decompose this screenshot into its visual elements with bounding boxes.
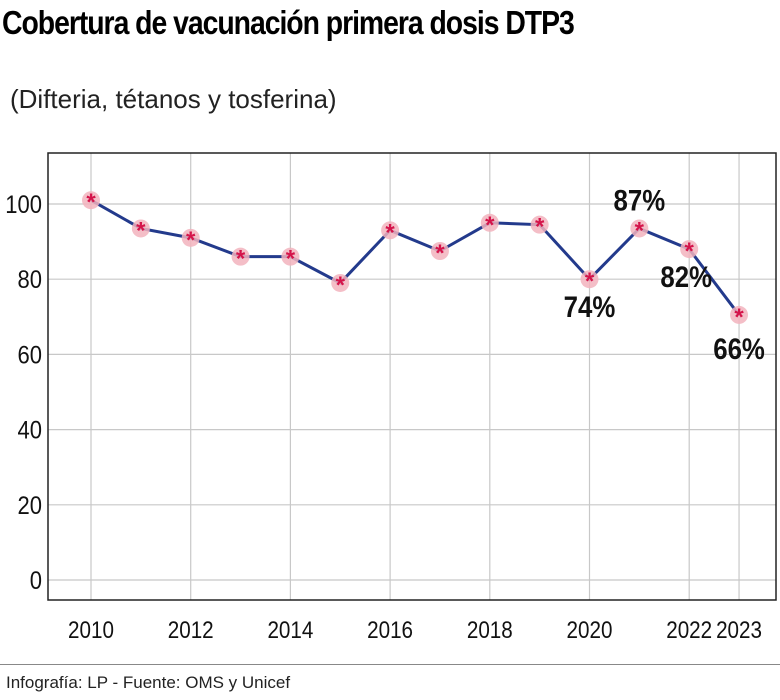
- x-tick-label: 2020: [567, 617, 613, 644]
- x-axis: 2010 2012 2014 2016 2018 2020 2022 2023: [68, 617, 762, 644]
- data-point: *: [331, 272, 350, 299]
- svg-text:*: *: [136, 217, 146, 244]
- y-tick-label: 80: [18, 266, 42, 294]
- data-point: *: [82, 189, 100, 216]
- y-tick-label: 60: [18, 341, 42, 369]
- data-point: *: [181, 227, 200, 254]
- footer-divider: [0, 664, 780, 665]
- data-point: *: [630, 217, 649, 244]
- svg-text:*: *: [734, 304, 744, 331]
- svg-text:*: *: [635, 217, 645, 244]
- x-tick-label: 2022: [666, 617, 712, 644]
- x-tick-label: 2012: [168, 617, 214, 644]
- data-point: *: [231, 246, 250, 273]
- data-point: *: [381, 219, 400, 246]
- annotation-label: 87%: [614, 184, 666, 217]
- data-point: *: [131, 217, 150, 244]
- svg-text:*: *: [685, 238, 695, 265]
- chart-title: Cobertura de vacunación primera dosis DT…: [2, 4, 575, 41]
- y-tick-label: 20: [18, 492, 42, 520]
- svg-text:*: *: [86, 189, 96, 216]
- grid: [48, 153, 776, 600]
- annotations: 74% 87% 82% 66%: [564, 184, 765, 366]
- annotation-label: 66%: [713, 332, 765, 365]
- data-point: *: [580, 268, 599, 295]
- data-point: *: [480, 212, 499, 239]
- x-tick-label: 2023: [716, 617, 762, 644]
- svg-text:*: *: [286, 246, 296, 273]
- data-point: *: [680, 238, 699, 265]
- data-point: *: [530, 214, 549, 241]
- svg-text:*: *: [385, 219, 395, 246]
- x-tick-label: 2014: [267, 617, 313, 644]
- footer-credit: Infografía: LP - Fuente: OMS y Unicef: [6, 673, 291, 692]
- data-point: *: [430, 240, 449, 267]
- svg-text:*: *: [186, 227, 196, 254]
- y-tick-label: 100: [5, 191, 42, 219]
- y-tick-label: 40: [18, 416, 42, 444]
- svg-text:*: *: [535, 214, 545, 241]
- chart-subtitle: (Difteria, tétanos y tosferina): [10, 84, 337, 114]
- data-point: *: [281, 246, 300, 273]
- annotation-label: 82%: [660, 260, 712, 293]
- annotation-label: 74%: [564, 290, 616, 323]
- svg-text:*: *: [585, 268, 595, 295]
- svg-text:*: *: [485, 212, 495, 239]
- plot-frame: [47, 152, 777, 601]
- y-axis: 0 20 40 60 80 100: [5, 191, 42, 595]
- data-point: *: [730, 304, 749, 331]
- svg-text:*: *: [435, 240, 445, 267]
- x-tick-label: 2016: [367, 617, 413, 644]
- svg-text:*: *: [236, 246, 246, 273]
- data-points: * * * * * * * * * * * * * *: [82, 189, 749, 331]
- y-tick-label: 0: [30, 567, 42, 595]
- svg-text:*: *: [336, 272, 346, 299]
- x-tick-label: 2010: [68, 617, 114, 644]
- x-tick-label: 2018: [467, 617, 513, 644]
